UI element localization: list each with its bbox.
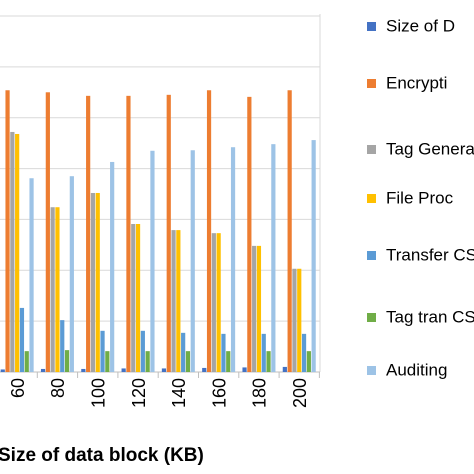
bar (226, 351, 231, 372)
x-tick-label: 120 (129, 378, 149, 408)
bar (126, 95, 131, 373)
bar (29, 178, 34, 372)
bar (15, 133, 20, 372)
legend-label: Size of D (386, 16, 455, 35)
bar (271, 144, 276, 372)
bar (69, 176, 74, 372)
bar (140, 330, 145, 372)
bar (306, 351, 311, 372)
bar (216, 233, 221, 372)
bar (100, 330, 105, 372)
bar (10, 131, 15, 372)
bar (135, 224, 141, 372)
legend-label: Tag tran CSS(ms) (386, 307, 474, 326)
legend-label: Encrypti (386, 73, 447, 92)
bar (86, 95, 91, 373)
bar (247, 96, 252, 372)
bar (292, 268, 297, 372)
bar (185, 351, 191, 372)
bar (40, 368, 46, 372)
bar (166, 94, 171, 372)
bar (90, 192, 96, 372)
bar (5, 90, 10, 372)
legend-label: Auditing (386, 360, 447, 379)
x-tick-label: 80 (48, 378, 68, 398)
bar (252, 245, 257, 372)
bar (242, 367, 247, 372)
bar (45, 92, 50, 373)
legend-swatch (367, 194, 376, 203)
legend-swatch (367, 22, 376, 31)
bar (311, 140, 316, 372)
bar (181, 332, 186, 372)
x-axis-title: Size of data block (KB) (0, 445, 204, 466)
bar (190, 150, 195, 372)
x-tick-label: 100 (89, 378, 109, 408)
legend-label: Tag Generat (386, 139, 474, 158)
legend-label: Transfer CS(ms) (386, 245, 474, 264)
legend-swatch (367, 145, 376, 154)
bar (261, 333, 266, 372)
bar (81, 368, 86, 372)
bar (301, 333, 307, 372)
bar (206, 90, 212, 372)
legend-label: File Proc (386, 188, 454, 207)
legend-swatch (367, 79, 376, 88)
bar (256, 245, 262, 372)
bar (171, 230, 176, 372)
bar (266, 351, 271, 372)
legend-swatch (367, 251, 376, 260)
bar (150, 150, 155, 372)
bar (282, 366, 287, 372)
bar (121, 368, 126, 372)
bar (60, 320, 65, 372)
bar (105, 351, 110, 372)
x-tick-label: 200 (290, 378, 310, 408)
legend-swatch (367, 366, 376, 375)
bar (287, 90, 292, 372)
x-tick-label: 160 (209, 378, 229, 408)
legend-swatch (367, 313, 376, 322)
bar (110, 161, 115, 372)
x-tick-label: 180 (250, 378, 270, 408)
bar (55, 207, 60, 372)
bar (221, 333, 226, 372)
bar (297, 268, 302, 372)
bar (176, 230, 181, 372)
bar (202, 367, 207, 372)
bar (131, 224, 136, 372)
bar (64, 350, 70, 372)
bar (230, 147, 236, 372)
bar (95, 192, 100, 372)
bar (211, 233, 216, 372)
bar (0, 369, 5, 372)
x-tick-label: 140 (169, 378, 189, 408)
bar (50, 207, 55, 372)
x-tick-label: 60 (8, 378, 28, 398)
bar (145, 351, 150, 372)
bar (161, 368, 167, 372)
bar (24, 351, 29, 372)
bar (19, 307, 25, 372)
